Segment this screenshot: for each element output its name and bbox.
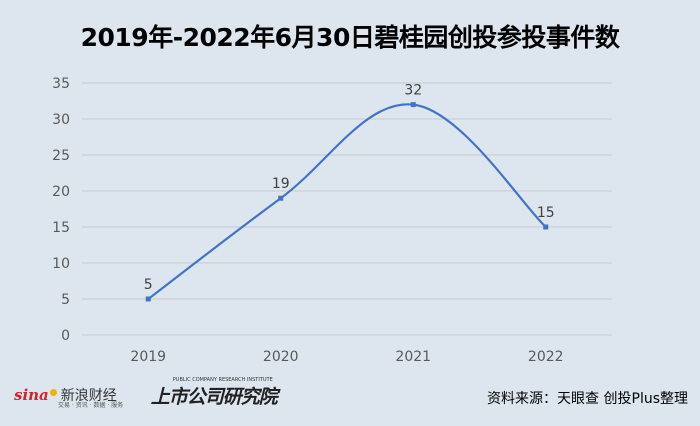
y-tick-label: 0 bbox=[61, 328, 70, 344]
y-tick-label: 15 bbox=[52, 220, 70, 236]
series bbox=[145, 102, 549, 302]
sina-eye-icon bbox=[49, 388, 57, 396]
chart-title: 2019年-2022年6月30日碧桂园创投参投事件数 bbox=[80, 23, 620, 52]
source-note: 资料来源：天眼查 创投Plus整理 bbox=[487, 391, 688, 407]
y-tick-label: 5 bbox=[61, 292, 70, 308]
data-label: 15 bbox=[537, 205, 555, 221]
sina-finance-logo: sina 新浪财经 bbox=[14, 385, 117, 405]
y-tick-label: 20 bbox=[52, 184, 70, 200]
gridlines bbox=[82, 82, 612, 336]
data-point bbox=[543, 224, 549, 230]
data-label: 32 bbox=[404, 83, 422, 99]
x-tick-label: 2022 bbox=[528, 349, 564, 365]
sina-logo-text: sina bbox=[14, 386, 49, 404]
x-tick-label: 2019 bbox=[130, 349, 166, 365]
x-axis-ticks: 2019 2020 2021 2022 bbox=[130, 349, 563, 365]
y-tick-label: 35 bbox=[52, 76, 70, 92]
data-label: 5 bbox=[144, 277, 153, 293]
y-tick-label: 10 bbox=[52, 256, 70, 272]
data-labels: 5 19 32 15 bbox=[144, 83, 555, 293]
data-point bbox=[410, 102, 416, 108]
series-line bbox=[147, 103, 547, 300]
institute-logo-en: PUBLIC COMPANY RESEARCH INSTITUTE bbox=[172, 376, 273, 383]
sina-logo-cn: 新浪财经 bbox=[60, 388, 117, 404]
data-label: 19 bbox=[272, 176, 290, 192]
sina-logo-sub: 交易 · 资讯 · 数据 · 服务 bbox=[58, 402, 124, 409]
data-point bbox=[278, 195, 284, 201]
institute-logo-cn: 上市公司研究院 bbox=[150, 385, 278, 408]
institute-logo: PUBLIC COMPANY RESEARCH INSTITUTE 上市公司研究… bbox=[150, 377, 278, 409]
y-tick-label: 30 bbox=[52, 112, 70, 128]
footer-logos: sina 新浪财经 交易 · 资讯 · 数据 · 服务 PUBLIC COMPA… bbox=[14, 377, 278, 410]
y-tick-label: 25 bbox=[52, 148, 70, 164]
x-tick-label: 2020 bbox=[263, 349, 299, 365]
y-axis-ticks: 0 5 10 15 20 25 30 35 bbox=[52, 76, 70, 344]
data-point bbox=[145, 296, 151, 302]
x-tick-label: 2021 bbox=[395, 349, 431, 365]
